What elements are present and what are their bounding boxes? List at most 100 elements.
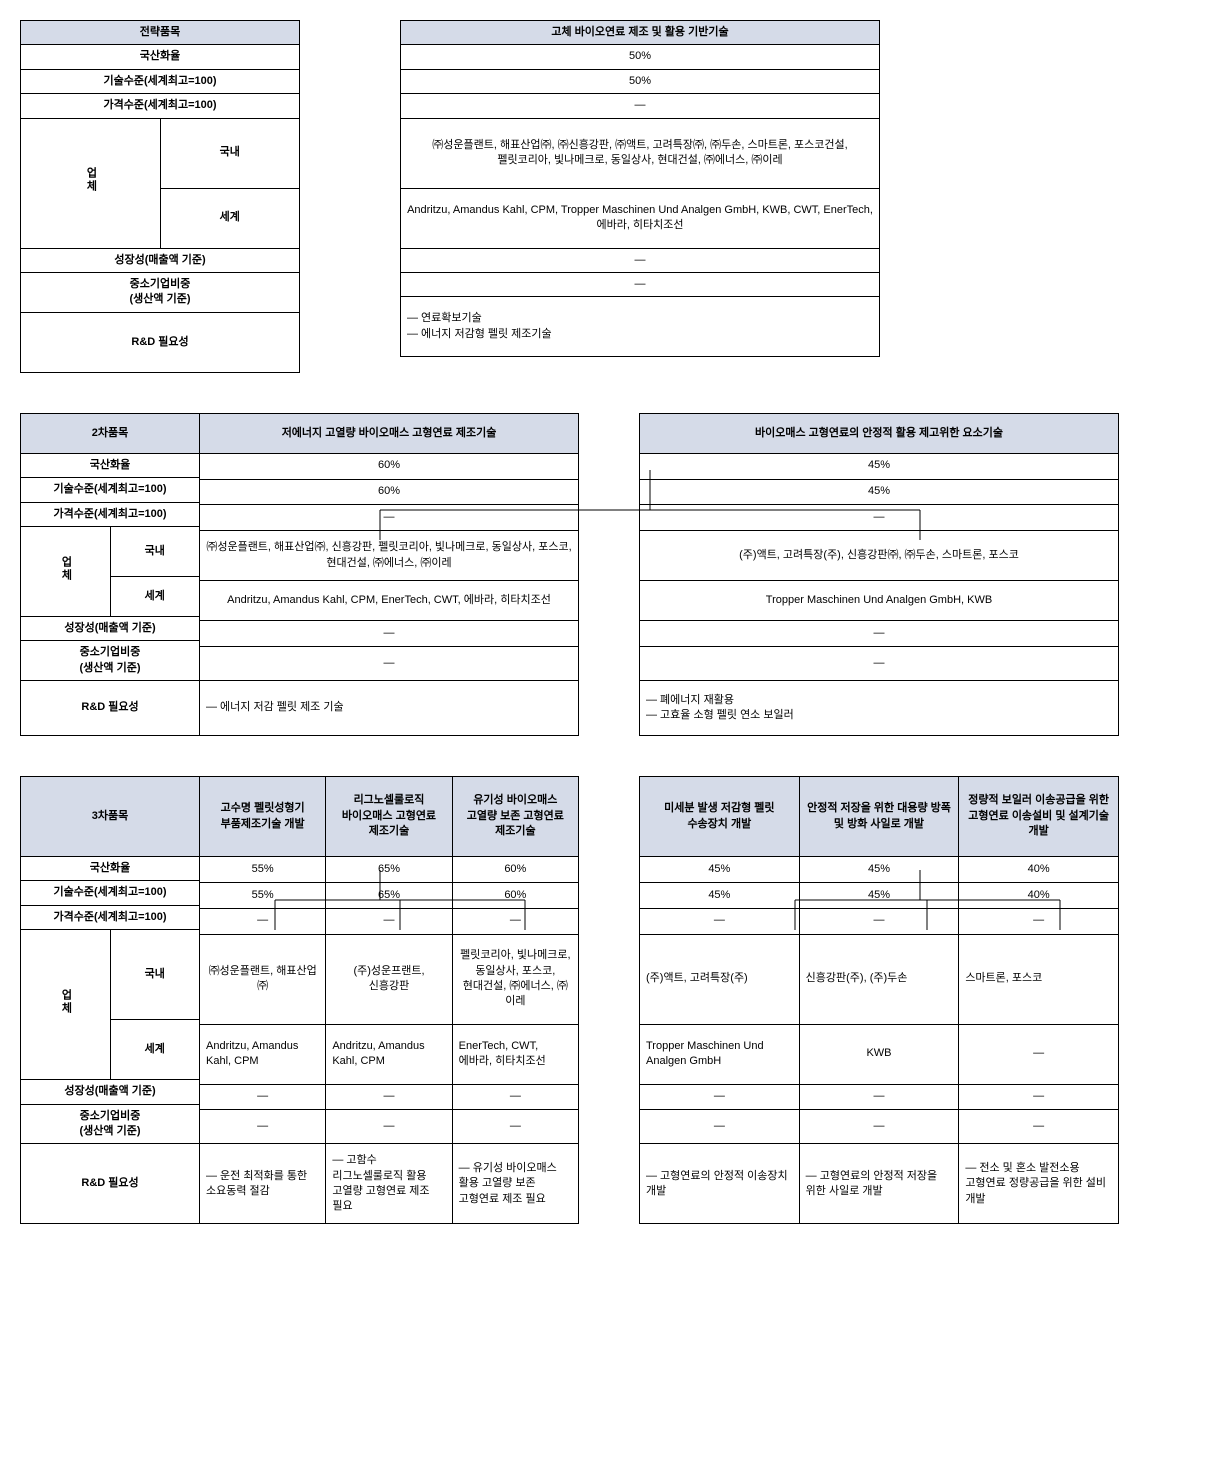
l2-0-growth: — [200,621,579,647]
l3-0-2-loc: 60% [452,857,578,883]
l3-1-1-loc: 45% [799,857,959,883]
l3-0-0-tech: 55% [200,882,326,908]
label-l2-rnd: R&D 필요성 [21,681,200,736]
l3-1-0-glob: Tropper Maschinen Und Analgen GmbH [640,1024,800,1084]
l3-1-0-rnd: — 고형연료의 안정적 이송장치 개발 [640,1144,800,1224]
l2-0-domestic: ㈜성운플랜트, 해표산업㈜, 신흥강판, 펠릿코리아, 빛나메크로, 동일상사,… [200,531,579,581]
label-l2-tech: 기술수준(세계최고=100) [21,478,200,502]
l3-1-2-loc: 40% [959,857,1119,883]
label-growth: 성장성(매출액 기준) [21,248,300,272]
level2-content-1: 바이오매스 고형연료의 안정적 활용 제고위한 요소기술 45% 45% — (… [639,413,1119,736]
level1-table: 고체 바이오연료 제조 및 활용 기반기술 50% 50% — ㈜성운플랜트, … [400,20,880,357]
level3-row: 3차품목 국산화율 기술수준(세계최고=100) 가격수준(세계최고=100) … [20,776,1206,1224]
level3-content-1: 미세분 발생 저감형 펠릿 수송장치 개발 안정적 저장을 위한 대용량 방폭 … [639,776,1119,1224]
l3-0-0-glob: Andritzu, Amandus Kahl, CPM [200,1024,326,1084]
label-table-level1: 전략품목 국산화율 기술수준(세계최고=100) 가격수준(세계최고=100) … [20,20,300,373]
label-l2-company: 업체 [21,526,111,616]
top-row: 전략품목 국산화율 기술수준(세계최고=100) 가격수준(세계최고=100) … [20,20,1206,373]
l3-1-1-glob: KWB [799,1024,959,1084]
l2-0-tech: 60% [200,479,579,505]
l2-1-domestic: (주)액트, 고려특장(주), 신흥강판㈜, ㈜두손, 스마트론, 포스코 [640,531,1119,581]
l3-1-1-tech: 45% [799,882,959,908]
label-l3-global: 세계 [110,1020,200,1080]
l3-0-0-dom: ㈜성운플랜트, 해표산업㈜ [200,934,326,1024]
label-price-level: 가격수준(세계최고=100) [21,94,300,118]
l3-0-0-rnd: — 운전 최적화를 통한 소요동력 절감 [200,1144,326,1224]
l2-0-global: Andritzu, Amandus Kahl, CPM, EnerTech, C… [200,581,579,621]
l3-1-0-price: — [640,908,800,934]
l3-1-0-tech: 45% [640,882,800,908]
l3-1-2-dom: 스마트론, 포스코 [959,934,1119,1024]
label-sme: 중소기업비중 (생산액 기준) [21,272,300,312]
l2-0-price: — [200,505,579,531]
l3-0-0-sme: — [200,1110,326,1144]
l3-1-0-title: 미세분 발생 저감형 펠릿 수송장치 개발 [640,777,800,857]
label-l3-loc: 국산화율 [21,857,200,881]
level2-row: 2차품목 국산화율 기술수준(세계최고=100) 가격수준(세계최고=100) … [20,413,1206,736]
l3-1-0-loc: 45% [640,857,800,883]
level1-growth: — [401,248,880,272]
l3-0-2-tech: 60% [452,882,578,908]
l3-0-1-title: 리그노셀룰로직 바이오매스 고형연료 제조기술 [326,777,452,857]
l3-0-0-loc: 55% [200,857,326,883]
level3-block-0: 3차품목 국산화율 기술수준(세계최고=100) 가격수준(세계최고=100) … [20,776,579,1224]
level1-rnd: — 연료확보기술 — 에너지 저감형 펠릿 제조기술 [401,297,880,357]
label-l2-domestic: 국내 [110,526,200,576]
l2-1-global: Tropper Maschinen Und Analgen GmbH, KWB [640,581,1119,621]
l3-0-1-growth: — [326,1084,452,1110]
l2-1-loc: 45% [640,453,1119,479]
label-l2-sme: 중소기업비중 (생산액 기준) [21,641,200,681]
label-l3-sme: 중소기업비중 (생산액 기준) [21,1104,200,1144]
l3-0-0-price: — [200,908,326,934]
l3-0-2-dom: 펠릿코리아, 빛나메크로, 동일상사, 포스코, 현대건설, ㈜에너스, ㈜이레 [452,934,578,1024]
label-l2-global: 세계 [110,576,200,616]
l3-1-1-rnd: — 고형연료의 안정적 저장을 위한 사일로 개발 [799,1144,959,1224]
label-l2-price: 가격수준(세계최고=100) [21,502,200,526]
l3-0-2-sme: — [452,1110,578,1144]
label-level3-item: 3차품목 [21,777,200,857]
level1-localization: 50% [401,45,880,69]
level2-block-0: 2차품목 국산화율 기술수준(세계최고=100) 가격수준(세계최고=100) … [20,413,579,736]
level1-global: Andritzu, Amandus Kahl, CPM, Tropper Mas… [401,188,880,248]
l2-0-sme: — [200,647,579,681]
l2-1-price: — [640,505,1119,531]
label-l2-growth: 성장성(매출액 기준) [21,616,200,640]
l3-0-1-price: — [326,908,452,934]
label-rnd: R&D 필요성 [21,312,300,372]
label-level2-item: 2차품목 [21,413,200,453]
diagram-root: 전략품목 국산화율 기술수준(세계최고=100) 가격수준(세계최고=100) … [20,20,1206,1224]
l3-1-1-growth: — [799,1084,959,1110]
l2-0-rnd: — 에너지 저감 펠릿 제조 기술 [200,681,579,736]
l3-0-0-title: 고수명 펠릿성형기 부품제조기술 개발 [200,777,326,857]
l3-1-0-dom: (주)액트, 고려특장(주) [640,934,800,1024]
level1-sme: — [401,272,880,296]
label-l3-price: 가격수준(세계최고=100) [21,905,200,929]
l2-1-growth: — [640,621,1119,647]
l3-0-2-price: — [452,908,578,934]
label-l3-tech: 기술수준(세계최고=100) [21,881,200,905]
l3-1-1-price: — [799,908,959,934]
l3-0-2-glob: EnerTech, CWT, 에바라, 히타치조선 [452,1024,578,1084]
label-table-level3: 3차품목 국산화율 기술수준(세계최고=100) 가격수준(세계최고=100) … [20,776,200,1224]
l2-1-sme: — [640,647,1119,681]
l3-0-1-loc: 65% [326,857,452,883]
level1-domestic: ㈜성운플랜트, 해표산업㈜, ㈜신흥강판, ㈜액트, 고려특장㈜, ㈜두손, 스… [401,118,880,188]
l3-1-2-rnd: — 전소 및 혼소 발전소용 고형연료 정량공급을 위한 설비 개발 [959,1144,1119,1224]
l3-1-2-growth: — [959,1084,1119,1110]
l2-1-title: 바이오매스 고형연료의 안정적 활용 제고위한 요소기술 [640,413,1119,453]
l3-1-1-sme: — [799,1110,959,1144]
l3-1-0-growth: — [640,1084,800,1110]
l3-1-2-tech: 40% [959,882,1119,908]
l2-1-tech: 45% [640,479,1119,505]
l3-0-1-sme: — [326,1110,452,1144]
label-strategy: 전략품목 [21,21,300,45]
l2-1-rnd: — 폐에너지 재활용 — 고효율 소형 펠릿 연소 보일러 [640,681,1119,736]
label-l3-domestic: 국내 [110,930,200,1020]
l3-0-1-glob: Andritzu, Amandus Kahl, CPM [326,1024,452,1084]
l3-1-0-sme: — [640,1110,800,1144]
l3-0-0-growth: — [200,1084,326,1110]
label-table-level2: 2차품목 국산화율 기술수준(세계최고=100) 가격수준(세계최고=100) … [20,413,200,736]
level2-content-0: 저에너지 고열량 바이오매스 고형연료 제조기술 60% 60% — ㈜성운플랜… [199,413,579,736]
label-l2-localization: 국산화율 [21,453,200,477]
l3-1-1-dom: 신흥강판(주), (주)두손 [799,934,959,1024]
